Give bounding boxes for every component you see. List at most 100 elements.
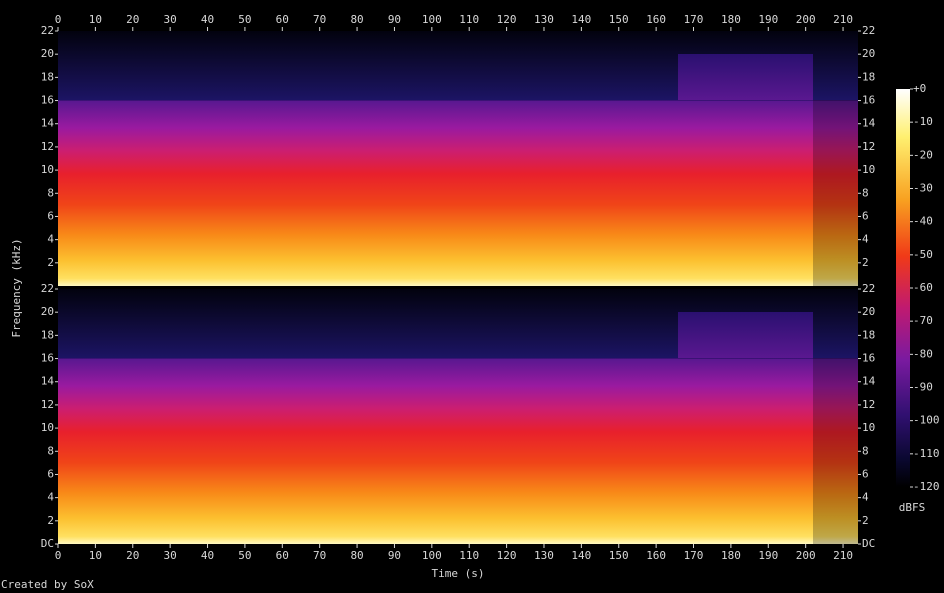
x-tick-label: 40 [201,13,214,26]
x-tick-label: 10 [89,13,102,26]
y-tick-label: 20 [41,305,54,318]
y-tick-label: 6 [47,467,54,480]
x-tick-label: 120 [497,549,517,562]
x-tick-label: 190 [758,13,778,26]
y-tick-label: DC [862,537,875,550]
colorbar [896,89,910,487]
y-tick-label: 20 [41,47,54,60]
colorbar-tick-label: -60 [913,281,933,294]
colorbar-tick-label: -70 [913,314,933,327]
y-tick-label: 8 [47,444,54,457]
colorbar-tick-label: +0 [913,82,926,95]
x-tick-label: 170 [684,549,704,562]
colorbar-tick-label: -80 [913,347,933,360]
x-tick-label: 60 [276,13,289,26]
x-tick-label: 210 [833,13,853,26]
y-tick-label: 4 [47,233,54,246]
x-tick-label: 200 [796,549,816,562]
x-tick-label: 160 [646,549,666,562]
spectrogram-fade [813,358,858,544]
y-tick-label: 22 [862,24,875,37]
x-tick-label: 0 [55,549,62,562]
y-tick-label: 4 [47,491,54,504]
x-tick-label: 20 [126,13,139,26]
y-tick-label: 22 [41,24,54,37]
y-tick-label: 18 [41,70,54,83]
x-tick-label: 50 [238,549,251,562]
y-tick-label: 20 [862,47,875,60]
x-tick-label: 150 [609,13,629,26]
x-tick-label: 140 [571,13,591,26]
x-tick-label: 110 [459,13,479,26]
y-tick-label: 16 [862,352,875,365]
y-tick-label: 16 [41,352,54,365]
x-tick-label: 100 [422,549,442,562]
x-tick-label: 210 [833,549,853,562]
x-tick-label: 180 [721,13,741,26]
y-tick-label: 18 [862,70,875,83]
x-tick-label: 120 [497,13,517,26]
y-tick-label: 12 [41,398,54,411]
y-tick-label: DC [41,537,54,550]
spectrogram-extension [678,312,813,358]
x-tick-label: 130 [534,13,554,26]
y-tick-label: 4 [862,233,869,246]
colorbar-tick-label: -90 [913,381,933,394]
x-tick-label: 180 [721,549,741,562]
colorbar-tick-label: -30 [913,182,933,195]
y-tick-label: 22 [862,282,875,295]
x-tick-label: 70 [313,13,326,26]
y-tick-label: 18 [862,328,875,341]
y-tick-label: 22 [41,282,54,295]
x-tick-label: 70 [313,549,326,562]
y-tick-label: 8 [47,186,54,199]
spectrogram-extension [678,54,813,100]
colorbar-tick-label: -20 [913,148,933,161]
x-tick-label: 190 [758,549,778,562]
x-tick-label: 130 [534,549,554,562]
colorbar-label: dBFS [899,501,926,514]
colorbar-tick-label: -110 [913,447,940,460]
colorbar-tick-label: -10 [913,115,933,128]
x-tick-label: 200 [796,13,816,26]
x-tick-label: 170 [684,13,704,26]
y-tick-label: 8 [862,186,869,199]
y-tick-label: 6 [862,209,869,222]
x-tick-label: 40 [201,549,214,562]
y-tick-label: 10 [862,421,875,434]
y-tick-label: 10 [862,163,875,176]
y-tick-label: 16 [862,94,875,107]
y-tick-label: 14 [41,375,55,388]
spectrogram-fade [813,100,858,286]
y-tick-label: 14 [862,375,876,388]
x-tick-label: 90 [388,13,401,26]
y-tick-label: 8 [862,444,869,457]
y-tick-label: 12 [41,140,54,153]
y-tick-label: 2 [862,514,869,527]
y-tick-label: 4 [862,491,869,504]
colorbar-tick-label: -50 [913,248,933,261]
x-tick-label: 60 [276,549,289,562]
y-tick-label: 2 [47,256,54,269]
y-tick-label: 2 [862,256,869,269]
x-tick-label: 0 [55,13,62,26]
x-tick-label: 140 [571,549,591,562]
x-tick-label: 160 [646,13,666,26]
x-tick-label: 20 [126,549,139,562]
y-tick-label: 20 [862,305,875,318]
y-tick-label: 18 [41,328,54,341]
x-tick-label: 10 [89,549,102,562]
x-tick-label: 110 [459,549,479,562]
y-tick-label: 14 [862,117,876,130]
x-tick-label: 90 [388,549,401,562]
y-tick-label: 16 [41,94,54,107]
colorbar-tick-label: -40 [913,215,933,228]
x-tick-label: 100 [422,13,442,26]
y-tick-label: 2 [47,514,54,527]
colorbar-tick-label: -100 [913,414,940,427]
x-tick-label: 30 [164,13,177,26]
y-tick-label: 12 [862,140,875,153]
x-tick-label: 150 [609,549,629,562]
